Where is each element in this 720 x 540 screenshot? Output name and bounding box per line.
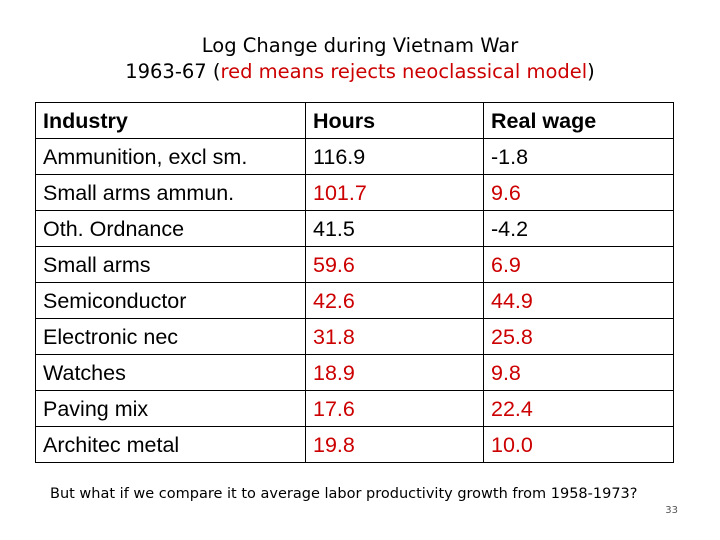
wage-cell: -4.2 [483, 210, 674, 247]
wage-cell: 22.4 [483, 390, 674, 427]
title-line-2-prefix: 1963-67 ( [125, 60, 221, 83]
table-row: Oth. Ordnance 41.5 -4.2 [35, 210, 674, 247]
wage-cell: 10.0 [483, 426, 674, 463]
hours-cell: 116.9 [305, 138, 484, 175]
table-row: Small arms ammun. 101.7 9.6 [35, 174, 674, 211]
hours-cell: 42.6 [305, 282, 484, 319]
hours-cell: 18.9 [305, 354, 484, 391]
wage-cell: 9.8 [483, 354, 674, 391]
hours-cell: 59.6 [305, 246, 484, 283]
hours-cell: 41.5 [305, 210, 484, 247]
table-row: Architec metal 19.8 10.0 [35, 426, 674, 463]
industry-cell: Electronic nec [35, 318, 306, 355]
table-row: Semiconductor 42.6 44.9 [35, 282, 674, 319]
title-red-text: red means rejects neoclassical model [220, 60, 588, 83]
table-row: Ammunition, excl sm. 116.9 -1.8 [35, 138, 674, 175]
industry-cell: Semiconductor [35, 282, 306, 319]
wage-cell: 25.8 [483, 318, 674, 355]
wage-cell: 44.9 [483, 282, 674, 319]
industry-cell: Watches [35, 354, 306, 391]
footnote-question: But what if we compare it to average lab… [50, 486, 638, 502]
page-number: 33 [665, 505, 678, 516]
table-row: Electronic nec 31.8 25.8 [35, 318, 674, 355]
header-real-wage: Real wage [483, 102, 674, 139]
industry-cell: Architec metal [35, 426, 306, 463]
industry-cell: Ammunition, excl sm. [35, 138, 306, 175]
title-line-1: Log Change during Vietnam War [201, 34, 519, 57]
header-hours: Hours [305, 102, 484, 139]
table-row: Watches 18.9 9.8 [35, 354, 674, 391]
hours-cell: 31.8 [305, 318, 484, 355]
industry-cell: Paving mix [35, 390, 306, 427]
wage-cell: -1.8 [483, 138, 674, 175]
slide-title: Log Change during Vietnam War 1963-67 (r… [0, 33, 720, 85]
title-line-2-suffix: ) [587, 60, 595, 83]
hours-cell: 101.7 [305, 174, 484, 211]
wage-cell: 9.6 [483, 174, 674, 211]
hours-cell: 19.8 [305, 426, 484, 463]
industry-cell: Oth. Ordnance [35, 210, 306, 247]
industry-cell: Small arms [35, 246, 306, 283]
title-line-2: 1963-67 (red means rejects neoclassical … [0, 59, 720, 85]
data-table: Industry Hours Real wage Ammunition, exc… [35, 102, 674, 463]
table-row: Paving mix 17.6 22.4 [35, 390, 674, 427]
hours-cell: 17.6 [305, 390, 484, 427]
table-header-row: Industry Hours Real wage [35, 102, 674, 139]
table-row: Small arms 59.6 6.9 [35, 246, 674, 283]
header-industry: Industry [35, 102, 306, 139]
wage-cell: 6.9 [483, 246, 674, 283]
industry-cell: Small arms ammun. [35, 174, 306, 211]
